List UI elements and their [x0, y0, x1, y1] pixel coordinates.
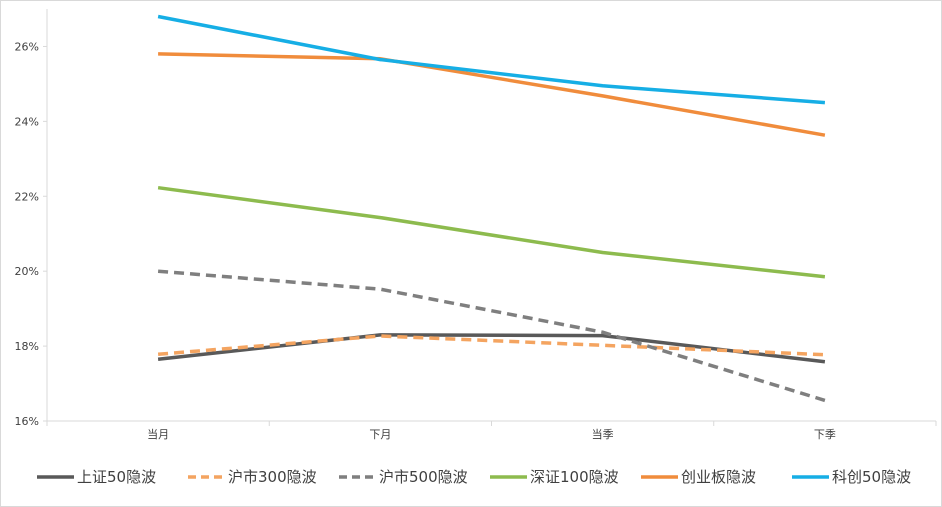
series-line	[157, 333, 826, 364]
x-tick-label: 当月	[147, 427, 169, 441]
y-axis-ticks: 16% 18% 20% 22% 24% 26%	[15, 40, 47, 428]
legend: 上证50隐波 沪市300隐波 沪市500隐波 深证100隐波 创业板隐波 科创50隐波	[37, 468, 911, 486]
x-axis-ticks: 当月 下月 当季 下季	[46, 421, 937, 441]
x-tick-label: 下月	[369, 428, 391, 441]
y-tick-label: 16%	[15, 415, 39, 428]
y-tick-label: 18%	[15, 340, 39, 353]
series-line	[157, 334, 825, 357]
x-tick-label: 当季	[592, 427, 614, 441]
y-tick-label: 20%	[15, 265, 39, 278]
x-tick-label: 下季	[814, 428, 836, 441]
legend-label: 沪市500隐波	[379, 468, 468, 486]
legend-label: 深证100隐波	[530, 468, 619, 486]
y-tick-label: 22%	[15, 190, 39, 203]
legend-label: 创业板隐波	[681, 468, 756, 486]
series-lines	[157, 14, 826, 403]
y-tick-label: 26%	[15, 40, 39, 53]
series-line	[157, 14, 826, 105]
series-line	[157, 269, 826, 403]
legend-label: 上证50隐波	[77, 468, 156, 486]
y-tick-label: 24%	[15, 115, 39, 128]
series-line	[158, 52, 826, 137]
legend-label: 科创50隐波	[832, 468, 911, 486]
legend-label: 沪市300隐波	[228, 468, 317, 486]
series-line	[157, 185, 826, 279]
